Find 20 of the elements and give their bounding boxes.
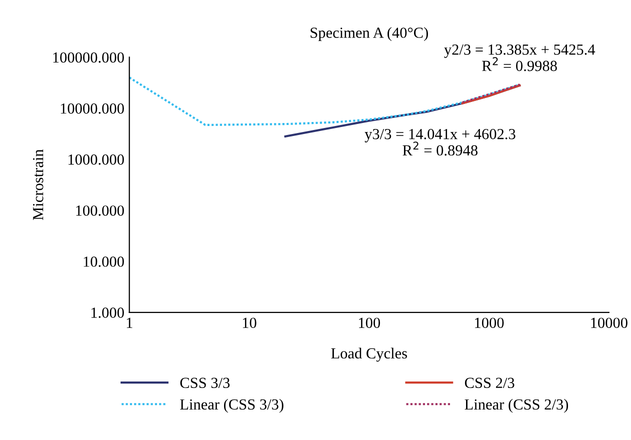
y-tick-label: 1.000 bbox=[91, 308, 124, 318]
annotation: y2/3 = 13.385x + 5425.4 R$^{2}$ = 0.9988 bbox=[444, 44, 596, 72]
annotation: y3/3 = 14.041x + 4602.3 R$^{2}$ = 0.8948 bbox=[364, 128, 516, 156]
y-tick-label: 100000.000 bbox=[53, 52, 124, 63]
y-tick-label: 100.000 bbox=[76, 205, 124, 216]
legend-label: Linear (CSS 3/3) bbox=[180, 398, 284, 413]
x-tick-label: 1 bbox=[126, 318, 132, 328]
legend-label: CSS 3/3 bbox=[180, 378, 230, 388]
x-axis-title: Load Cycles bbox=[331, 348, 407, 362]
legend-label: Linear (CSS 2/3) bbox=[464, 398, 568, 413]
x-tick-label: 1000 bbox=[475, 318, 504, 328]
chart-title: Specimen A (40°C) bbox=[310, 27, 428, 42]
y-tick-label: 10.000 bbox=[84, 256, 124, 267]
legend-label: CSS 2/3 bbox=[464, 378, 514, 388]
x-tick-label: 100 bbox=[359, 318, 380, 328]
y-axis-title: Microstrain bbox=[33, 149, 44, 220]
y-tick-label: 10000.000 bbox=[60, 103, 124, 114]
x-tick-label: 10000 bbox=[591, 318, 628, 328]
x-tick-label: 10 bbox=[242, 318, 256, 328]
y-tick-label: 1000.000 bbox=[68, 154, 124, 165]
